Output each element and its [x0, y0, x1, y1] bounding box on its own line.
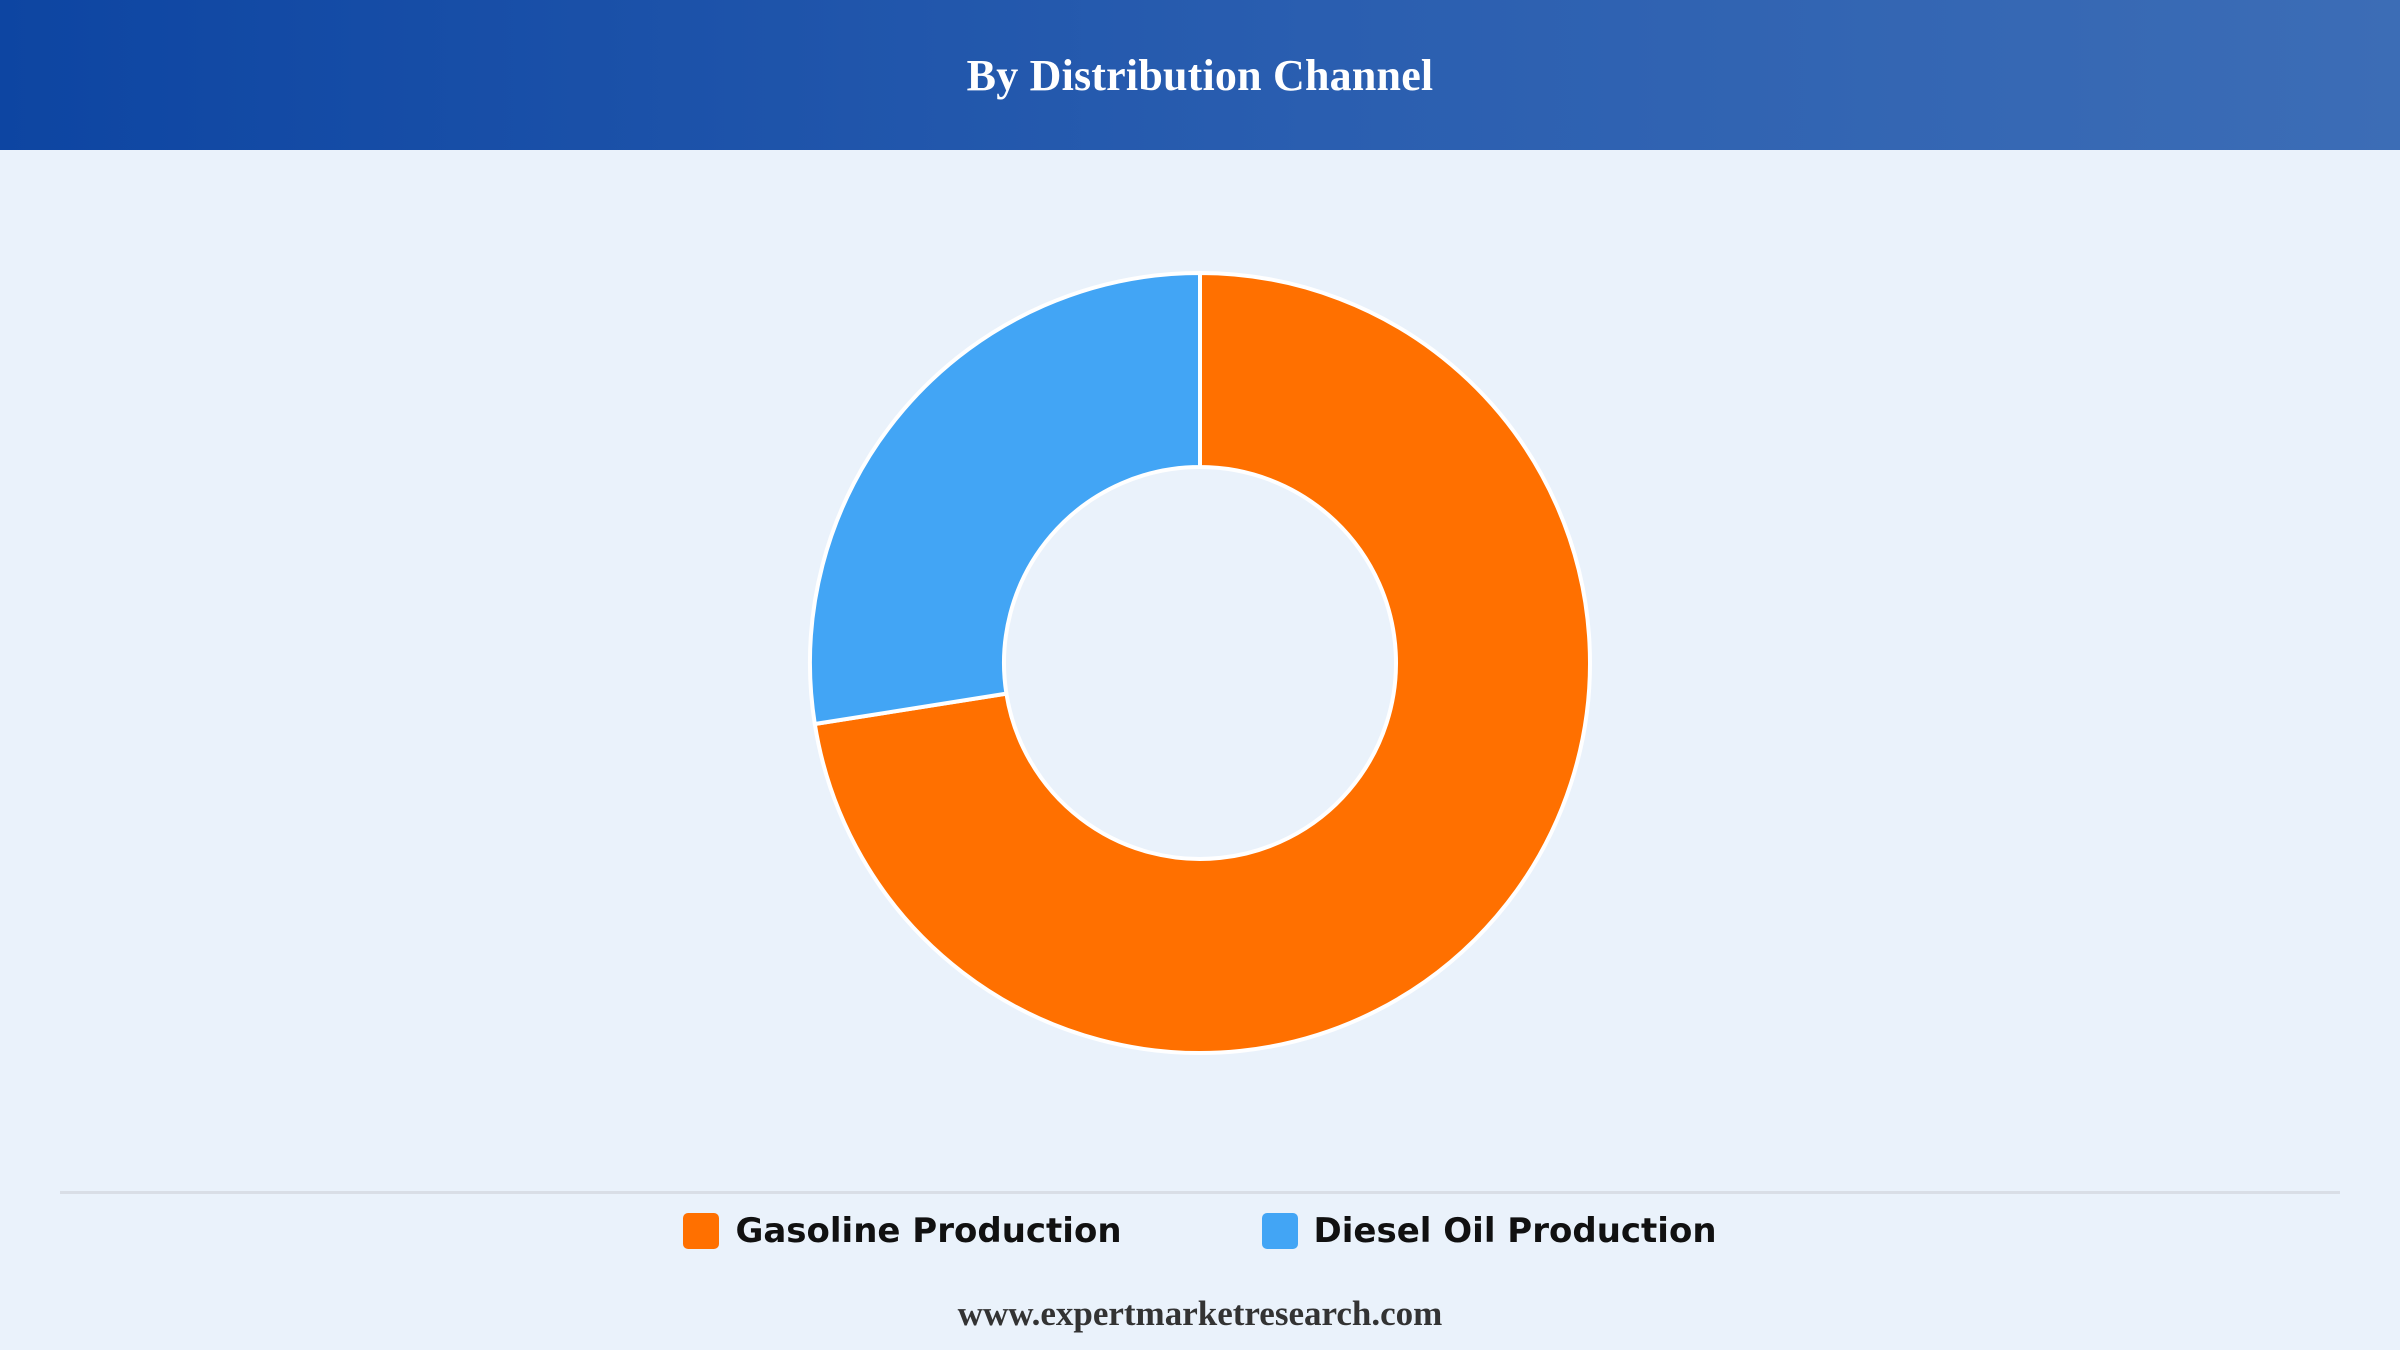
legend-swatch-diesel — [1261, 1213, 1298, 1249]
legend-label-gasoline: Gasoline Production — [735, 1211, 1122, 1251]
legend-label-diesel: Diesel Oil Production — [1313, 1211, 1717, 1251]
legend-item-diesel[interactable]: Diesel Oil Production — [1261, 1211, 1717, 1251]
chart-title: By Distribution Channel — [966, 50, 1434, 100]
slice-diesel-oil-production[interactable] — [808, 271, 1202, 727]
chart-area — [0, 150, 2400, 1190]
legend-swatch-gasoline — [683, 1213, 720, 1249]
chart-header: By Distribution Channel — [0, 0, 2400, 150]
legend-divider — [60, 1191, 2340, 1194]
source-url: www.expertmarketresearch.com — [957, 1294, 1443, 1333]
chart-legend: Gasoline Production Diesel Oil Productio… — [0, 1206, 2400, 1256]
legend-item-gasoline[interactable]: Gasoline Production — [683, 1211, 1122, 1251]
donut-chart — [808, 271, 1592, 1055]
slice-gasoline-production[interactable] — [812, 271, 1592, 1055]
